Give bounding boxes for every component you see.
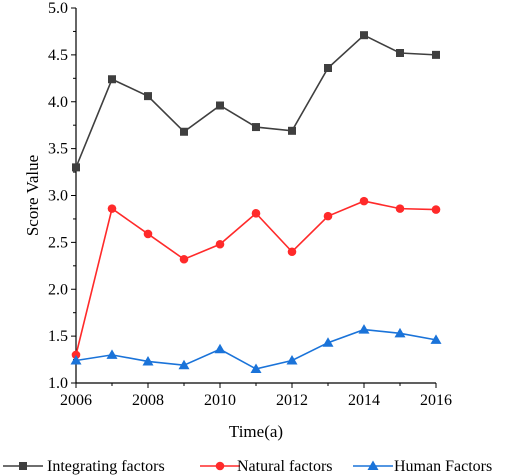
axes: 1.0 1.5 2.0 2.5 3.0 3.5 4.0 4.5 5.0 2006 2008 2010 2…: [48, 0, 452, 409]
series-marker-circle: [71, 350, 81, 360]
series-line: [75, 328, 437, 370]
x-tick-label: 2016: [420, 392, 452, 409]
series-marker-circle: [431, 205, 441, 214]
y-axis-title: Score Value: [23, 155, 42, 236]
series-marker-triangle: [367, 460, 379, 470]
series-marker-circle: [359, 196, 369, 206]
series-marker-circle: [323, 211, 333, 221]
series-marker-square: [252, 123, 260, 132]
series-marker-square: [180, 127, 188, 136]
legend-label: Human Factors: [394, 458, 492, 475]
x-tick-label: 2008: [132, 392, 164, 409]
series-2: [71, 196, 441, 360]
series-marker-triangle: [214, 343, 226, 354]
series-marker-square: [432, 50, 440, 59]
series-marker-square: [396, 49, 404, 57]
series-line: [75, 34, 437, 168]
series-marker-square: [72, 163, 80, 172]
x-tick-label: 2012: [276, 392, 308, 409]
y-tick-label: 4.0: [48, 94, 68, 111]
series-marker-triangle: [394, 327, 406, 338]
series-marker-triangle: [322, 337, 334, 347]
series-marker-circle: [287, 247, 297, 257]
y-tick-label: 1.0: [48, 375, 68, 392]
series-marker-triangle: [70, 355, 82, 365]
legend-item-2: Natural factors: [200, 458, 333, 475]
series-marker-square: [108, 75, 116, 84]
series-marker-circle: [107, 204, 117, 213]
y-tick-label: 5.0: [48, 0, 68, 17]
y-tick-label: 3.0: [48, 188, 68, 205]
series-marker-triangle: [286, 355, 298, 365]
series-marker-circle: [179, 254, 189, 264]
series-marker-square: [360, 31, 368, 40]
legend-label: Integrating factors: [47, 458, 165, 475]
y-tick-label: 4.5: [48, 47, 68, 64]
series-marker-square: [288, 126, 296, 135]
series-marker-triangle: [250, 363, 262, 373]
series-marker-triangle: [430, 334, 442, 344]
legend-item-3: Human Factors: [353, 458, 492, 475]
x-tick-label: 2006: [60, 392, 92, 409]
y-tick-label: 2.5: [48, 234, 68, 251]
series-layer: [70, 31, 442, 373]
series-marker-triangle: [358, 324, 370, 334]
y-tick-label: 2.0: [48, 281, 68, 298]
series-marker-circle: [215, 239, 225, 249]
series-marker-triangle: [142, 355, 154, 366]
series-marker-circle: [143, 229, 153, 239]
series-marker-triangle: [106, 349, 118, 359]
series-marker-square: [144, 92, 152, 101]
series-3: [70, 324, 442, 373]
x-tick-label: 2014: [348, 392, 380, 409]
x-axis-title: Time(a): [229, 422, 283, 441]
series-marker-circle: [251, 209, 261, 218]
series-marker-square: [324, 64, 332, 72]
y-tick-label: 3.5: [48, 141, 68, 158]
series-marker-square: [19, 462, 27, 470]
series-marker-circle: [395, 204, 405, 213]
y-tick-label: 1.5: [48, 328, 68, 345]
series-marker-triangle: [178, 359, 190, 370]
series-marker-square: [216, 101, 224, 110]
x-tick-label: 2010: [204, 392, 236, 409]
series-marker-circle: [215, 461, 225, 471]
legend-item-1: Integrating factors: [3, 458, 165, 475]
legend: Integrating factors Natural factors Human …: [3, 458, 492, 475]
series-1: [72, 31, 440, 172]
legend-label: Natural factors: [237, 458, 333, 475]
